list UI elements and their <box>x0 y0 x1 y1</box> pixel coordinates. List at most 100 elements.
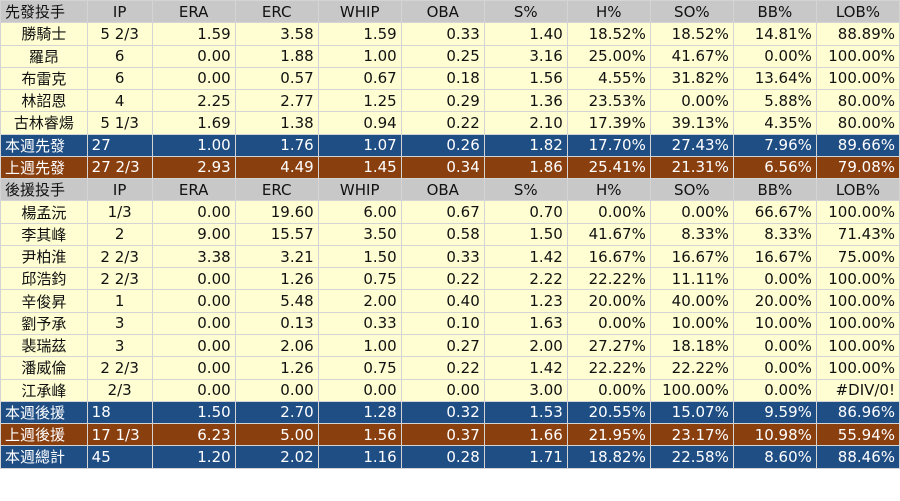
cell-so-pct: 31.82% <box>649 66 734 91</box>
header-bb-pct: BB% <box>732 178 817 202</box>
header-era: ERA <box>151 178 236 202</box>
header-whip: WHIP <box>317 0 402 24</box>
header-name: 後援投手 <box>0 178 88 202</box>
cell-erc: 2.77 <box>234 89 319 113</box>
reliever-row: 裴瑞茲 3 0.00 2.06 1.00 0.27 2.00 27.27% 18.18% 0.00… <box>0 333 900 358</box>
cell-lob-pct: 88.46% <box>815 445 900 469</box>
cell-s-pct: 1.53 <box>483 400 568 425</box>
cell-erc: 0.57 <box>234 66 319 91</box>
cell-erc: 3.21 <box>234 244 319 269</box>
reliever-row: 楊孟沅 1/3 0.00 19.60 6.00 0.67 0.70 0.00% 0.00% 66.… <box>0 200 900 224</box>
reliever-row: 劉予承 3 0.00 0.13 0.33 0.10 1.63 0.00% 10.00% 10.00… <box>0 311 900 335</box>
cell-oba: 0.58 <box>400 222 485 246</box>
cell-ip: 17 1/3 <box>86 423 153 447</box>
cell-ip: 5 1/3 <box>86 111 153 135</box>
cell-era: 2.93 <box>151 155 236 180</box>
starters-last-week-row: 上週先發 27 2/3 2.93 4.49 1.45 0.34 1.86 25.41% 21.3… <box>0 155 900 180</box>
cell-ip: 4 <box>86 89 153 113</box>
cell-erc: 2.02 <box>234 445 319 469</box>
cell-s-pct: 2.10 <box>483 111 568 135</box>
starters-header-row: 先發投手 IP ERA ERC WHIP OBA S% H% SO% BB% LOB% <box>0 0 900 24</box>
cell-erc: 4.49 <box>234 155 319 180</box>
cell-bb-pct: 66.67% <box>732 200 817 224</box>
cell-oba: 0.40 <box>400 289 485 313</box>
cell-h-pct: 27.27% <box>566 333 651 358</box>
cell-name: 邱浩鈞 <box>0 267 88 291</box>
cell-h-pct: 0.00% <box>566 200 651 224</box>
cell-whip: 1.00 <box>317 333 402 358</box>
cell-bb-pct: 13.64% <box>732 66 817 91</box>
cell-era: 0.00 <box>151 378 236 402</box>
cell-name: 上週先發 <box>0 155 88 180</box>
cell-name: 尹柏淮 <box>0 244 88 269</box>
cell-ip: 2 <box>86 222 153 246</box>
cell-bb-pct: 10.98% <box>732 423 817 447</box>
cell-oba: 0.33 <box>400 244 485 269</box>
cell-name: 本週總計 <box>0 445 88 469</box>
cell-ip: 27 <box>86 133 153 157</box>
cell-bb-pct: 8.60% <box>732 445 817 469</box>
cell-s-pct: 3.16 <box>483 44 568 68</box>
cell-h-pct: 21.95% <box>566 423 651 447</box>
cell-whip: 0.00 <box>317 378 402 402</box>
cell-ip: 3 <box>86 311 153 335</box>
cell-era: 2.25 <box>151 89 236 113</box>
cell-so-pct: 11.11% <box>649 267 734 291</box>
pitching-stats-table: 先發投手 IP ERA ERC WHIP OBA S% H% SO% BB% LOB% 勝騎士 5 2/… <box>0 0 900 469</box>
cell-erc: 1.38 <box>234 111 319 135</box>
cell-bb-pct: 14.81% <box>732 22 817 46</box>
cell-s-pct: 3.00 <box>483 378 568 402</box>
cell-h-pct: 22.22% <box>566 356 651 380</box>
cell-era: 1.00 <box>151 133 236 157</box>
cell-ip: 2 2/3 <box>86 267 153 291</box>
cell-name: 李其峰 <box>0 222 88 246</box>
cell-oba: 0.18 <box>400 66 485 91</box>
cell-h-pct: 0.00% <box>566 378 651 402</box>
cell-bb-pct: 0.00% <box>732 44 817 68</box>
cell-lob-pct: 75.00% <box>815 244 900 269</box>
week-total-row: 本週總計 45 1.20 2.02 1.16 0.28 1.71 18.82% 22.58% 8.… <box>0 445 900 469</box>
starter-row: 勝騎士 5 2/3 1.59 3.58 1.59 0.33 1.40 18.52% 18.52%… <box>0 22 900 46</box>
cell-s-pct: 1.56 <box>483 66 568 91</box>
cell-era: 0.00 <box>151 267 236 291</box>
cell-whip: 1.59 <box>317 22 402 46</box>
cell-era: 6.23 <box>151 423 236 447</box>
cell-whip: 1.16 <box>317 445 402 469</box>
cell-lob-pct: 80.00% <box>815 89 900 113</box>
cell-s-pct: 1.63 <box>483 311 568 335</box>
starters-this-week-row: 本週先發 27 1.00 1.76 1.07 0.26 1.82 17.70% 27.43% 7.… <box>0 133 900 157</box>
cell-ip: 6 <box>86 66 153 91</box>
cell-oba: 0.27 <box>400 333 485 358</box>
cell-oba: 0.37 <box>400 423 485 447</box>
cell-whip: 0.75 <box>317 267 402 291</box>
cell-name: 潘威倫 <box>0 356 88 380</box>
cell-whip: 1.00 <box>317 44 402 68</box>
header-ip: IP <box>86 178 153 202</box>
header-ip: IP <box>86 0 153 24</box>
cell-erc: 2.70 <box>234 400 319 425</box>
cell-era: 1.20 <box>151 445 236 469</box>
cell-bb-pct: 20.00% <box>732 289 817 313</box>
cell-erc: 1.26 <box>234 267 319 291</box>
cell-ip: 27 2/3 <box>86 155 153 180</box>
cell-whip: 1.56 <box>317 423 402 447</box>
cell-h-pct: 20.55% <box>566 400 651 425</box>
cell-so-pct: 10.00% <box>649 311 734 335</box>
cell-erc: 1.88 <box>234 44 319 68</box>
cell-erc: 5.00 <box>234 423 319 447</box>
cell-so-pct: 23.17% <box>649 423 734 447</box>
cell-bb-pct: 9.59% <box>732 400 817 425</box>
starter-row: 林詔恩 4 2.25 2.77 1.25 0.29 1.36 23.53% 0.00% 5.88%… <box>0 89 900 113</box>
cell-h-pct: 18.82% <box>566 445 651 469</box>
cell-so-pct: 18.52% <box>649 22 734 46</box>
cell-erc: 1.76 <box>234 133 319 157</box>
cell-h-pct: 0.00% <box>566 311 651 335</box>
cell-lob-pct: #DIV/0! <box>815 378 900 402</box>
cell-ip: 1 <box>86 289 153 313</box>
cell-s-pct: 1.71 <box>483 445 568 469</box>
cell-oba: 0.00 <box>400 378 485 402</box>
header-s-pct: S% <box>483 178 568 202</box>
header-bb-pct: BB% <box>732 0 817 24</box>
cell-name: 楊孟沅 <box>0 200 88 224</box>
cell-lob-pct: 100.00% <box>815 356 900 380</box>
